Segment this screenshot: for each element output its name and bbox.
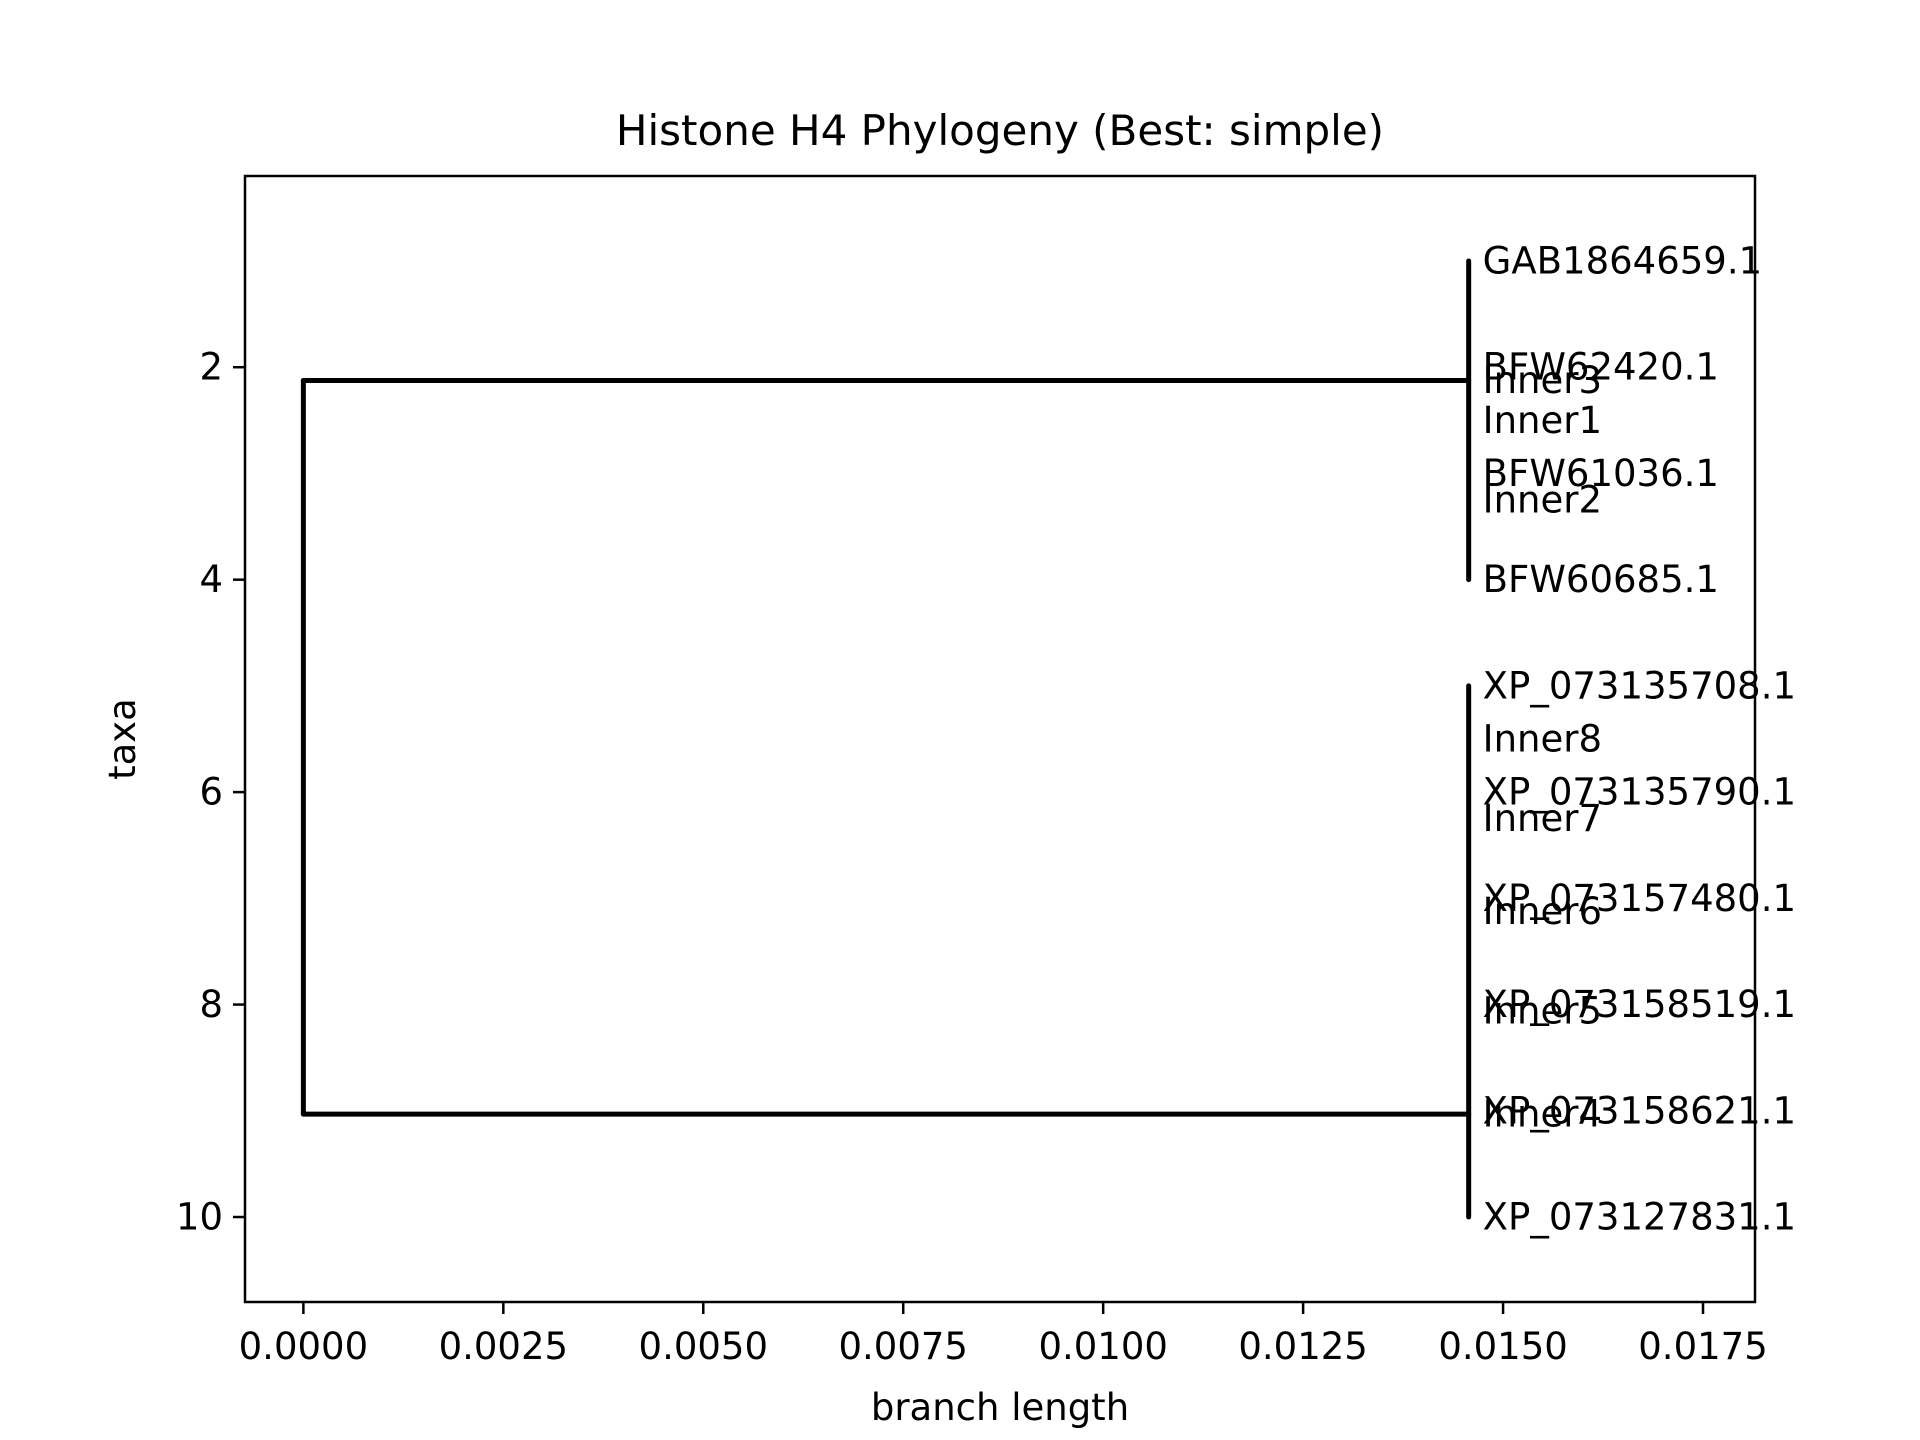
- node-label: Inner1: [1483, 399, 1602, 442]
- node-label: BFW62420.1: [1483, 346, 1719, 389]
- x-tick-label: 0.0175: [1638, 1325, 1767, 1368]
- node-label: Inner3: [1483, 359, 1602, 402]
- y-axis-ticks: 2 4 6 8 10: [176, 346, 245, 1239]
- x-axis-ticks: 0.0000 0.0025 0.0050 0.0075 0.0100 0.0125 0.01…: [239, 1302, 1768, 1368]
- x-tick-label: 0.0025: [439, 1325, 568, 1368]
- node-label: XP_073135790.1: [1483, 771, 1796, 814]
- node-label: Inner7: [1483, 797, 1602, 840]
- node-label: XP_073157480.1: [1483, 877, 1796, 920]
- y-tick-label: 2: [199, 346, 223, 389]
- node-label: Inner5: [1483, 990, 1602, 1033]
- node-label: Inner4: [1483, 1093, 1602, 1136]
- x-tick-label: 0.0000: [239, 1325, 368, 1368]
- x-tick-label: 0.0150: [1438, 1325, 1567, 1368]
- x-tick-label: 0.0100: [1038, 1325, 1167, 1368]
- node-label: GAB1864659.1: [1483, 239, 1762, 282]
- x-tick-label: 0.0075: [838, 1325, 967, 1368]
- chart-title: Histone H4 Phylogeny (Best: simple): [616, 106, 1384, 155]
- node-label: XP_073158621.1: [1483, 1089, 1796, 1132]
- node-label: BFW60685.1: [1483, 558, 1719, 601]
- node-label: Inner8: [1483, 718, 1602, 761]
- x-axis-label: branch length: [871, 1386, 1129, 1429]
- node-label: XP_073127831.1: [1483, 1196, 1796, 1239]
- y-axis-label: taxa: [101, 698, 144, 780]
- y-tick-label: 4: [199, 558, 223, 601]
- node-label: Inner2: [1483, 478, 1602, 521]
- y-tick-label: 8: [199, 983, 223, 1026]
- y-tick-label: 10: [176, 1196, 223, 1239]
- node-label: Inner6: [1483, 890, 1602, 933]
- y-tick-label: 6: [199, 771, 223, 814]
- node-label: XP_073135708.1: [1483, 664, 1796, 707]
- plot-frame: [243, 174, 1757, 1304]
- branches-layer: [300, 258, 1472, 1220]
- node-label: BFW61036.1: [1483, 452, 1719, 495]
- x-tick-label: 0.0125: [1238, 1325, 1367, 1368]
- node-label: XP_073158519.1: [1483, 983, 1796, 1026]
- x-tick-label: 0.0050: [639, 1325, 768, 1368]
